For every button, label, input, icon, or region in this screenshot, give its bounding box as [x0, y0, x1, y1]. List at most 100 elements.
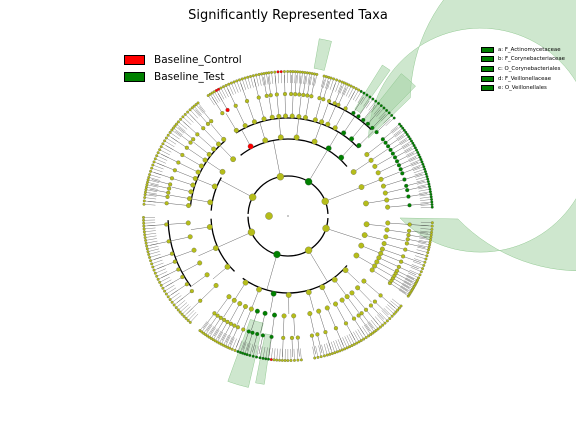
- leaf-spoke: [349, 334, 354, 344]
- taxon-node: [234, 104, 238, 108]
- taxon-node: [166, 195, 170, 199]
- taxon-node: [362, 232, 367, 237]
- taxon-node: [354, 253, 359, 258]
- leaf-node: [429, 241, 432, 244]
- taxon-node: [403, 178, 407, 182]
- leaf-spoke: [219, 90, 224, 100]
- leaf-spoke: [322, 345, 325, 356]
- taxon-node: [369, 304, 373, 308]
- leaf-node: [143, 196, 146, 199]
- leaf-spoke: [251, 77, 254, 88]
- taxon-node: [395, 159, 399, 163]
- leaf-spoke: [193, 108, 200, 116]
- taxon-node: [385, 228, 390, 233]
- branch-spoke: [220, 180, 253, 197]
- leaf-spoke: [151, 257, 161, 260]
- taxon-node: [373, 164, 378, 169]
- leaf-spoke: [198, 103, 205, 112]
- leaf-node: [360, 339, 363, 342]
- leaf-spoke: [275, 73, 276, 84]
- taxon-node: [198, 299, 202, 303]
- leaf-node: [189, 108, 192, 111]
- taxon-node: [364, 308, 368, 312]
- leaf-node: [244, 77, 247, 80]
- leaf-spoke: [147, 244, 158, 246]
- taxon-node: [340, 298, 345, 303]
- leaf-spoke: [169, 135, 178, 141]
- taxon-node: [248, 229, 255, 236]
- leaf-spoke: [222, 334, 227, 344]
- leaf-spoke: [186, 115, 194, 123]
- taxon-node: [406, 237, 410, 241]
- legend-swatch-test: [124, 72, 145, 82]
- leaf-node: [255, 356, 258, 359]
- leaf-spoke: [412, 264, 422, 268]
- leaf-node: [185, 317, 188, 320]
- leaf-node: [163, 140, 166, 143]
- leaf-node: [355, 87, 358, 90]
- leaf-node: [430, 236, 433, 239]
- leaf-node: [167, 134, 170, 137]
- leaf-node: [313, 73, 316, 76]
- taxon-node: [180, 275, 184, 279]
- leaf-spoke: [411, 267, 421, 271]
- taxon-node: [405, 188, 409, 192]
- leaf-spoke: [297, 72, 298, 83]
- leaf-node: [427, 248, 430, 251]
- leaf-node: [301, 71, 304, 74]
- leaf-spoke: [221, 88, 226, 98]
- leaf-spoke: [408, 155, 418, 160]
- leaf-node: [385, 109, 388, 112]
- leaf-node: [313, 357, 316, 360]
- leaf-node: [381, 324, 384, 327]
- leaf-node: [326, 354, 329, 357]
- leaf-spoke: [419, 189, 430, 191]
- leaf-spoke: [215, 92, 221, 101]
- leaf-node: [428, 246, 431, 249]
- leaf-node: [377, 102, 380, 105]
- leaf-spoke: [228, 337, 233, 347]
- taxon-node: [186, 203, 191, 208]
- leaf-spoke: [145, 231, 156, 232]
- leaf-node: [260, 73, 263, 76]
- taxon-node: [226, 320, 230, 324]
- clade-legend-item-e: e: O_Veillonellales: [481, 83, 565, 93]
- leaf-node: [183, 315, 186, 318]
- leaf-node: [280, 70, 283, 73]
- taxon-node: [355, 285, 360, 290]
- leaf-node: [142, 222, 145, 225]
- leaf-node: [348, 345, 351, 348]
- taxon-node: [400, 171, 404, 175]
- taxon-node: [188, 234, 193, 239]
- leaf-spoke: [315, 75, 317, 86]
- taxon-node: [352, 317, 356, 321]
- leaf-node: [154, 272, 157, 275]
- taxon-node: [379, 177, 384, 182]
- leaf-node: [353, 343, 356, 346]
- leaf-spoke: [217, 91, 222, 101]
- taxon-node: [189, 141, 193, 145]
- taxon-node: [397, 163, 401, 167]
- taxon-node: [199, 164, 204, 169]
- leaf-node: [419, 156, 422, 159]
- taxon-node: [333, 101, 337, 105]
- leaf-spoke: [387, 304, 395, 311]
- taxon-node: [289, 92, 293, 96]
- leaf-spoke: [271, 348, 272, 359]
- leaf-spoke: [418, 243, 429, 245]
- branch-spoke: [218, 232, 252, 247]
- leaf-node: [431, 225, 434, 228]
- leaf-node: [265, 72, 268, 75]
- legend-label-test: Baseline_Test: [154, 71, 224, 83]
- leaf-node: [341, 81, 344, 84]
- taxon-node: [375, 130, 379, 134]
- taxon-node: [234, 128, 239, 133]
- leaf-node: [231, 348, 234, 351]
- leaf-spoke: [200, 321, 207, 330]
- taxon-node: [286, 292, 291, 297]
- taxon-node: [237, 301, 242, 306]
- taxon-node: [197, 261, 202, 266]
- clade-swatch-c: [481, 66, 494, 72]
- taxon-node: [220, 169, 225, 174]
- leaf-node: [297, 359, 300, 362]
